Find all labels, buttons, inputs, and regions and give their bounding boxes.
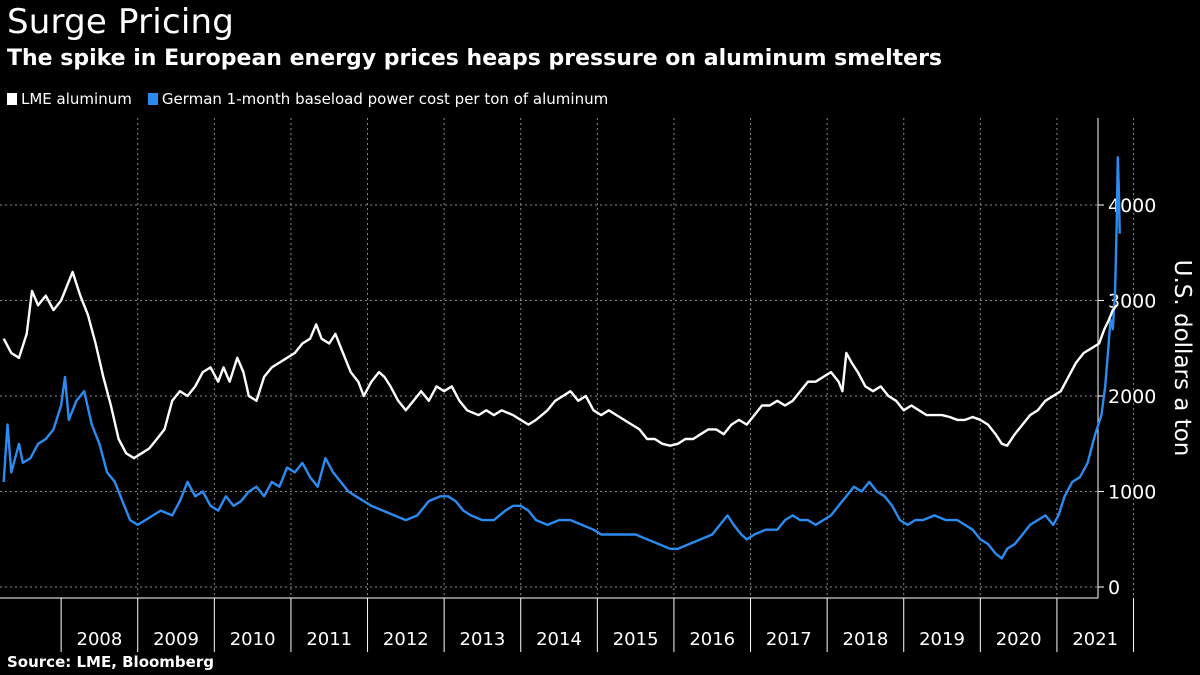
x-tick-label: 2009 (153, 629, 199, 650)
y-tick-label: 4000 (1108, 195, 1156, 217)
y-tick-label: 2000 (1108, 386, 1156, 408)
legend-item-power: German 1-month baseload power cost per t… (147, 90, 609, 108)
chart-legend: LME aluminum German 1-month baseload pow… (7, 90, 608, 108)
y-tick-label: 3000 (1108, 291, 1156, 313)
x-tick-label: 2018 (843, 629, 889, 650)
legend-item-aluminum: LME aluminum (7, 90, 132, 108)
legend-swatch-power (147, 93, 158, 105)
x-tick-label: 2011 (306, 629, 352, 650)
x-tick-label: 2015 (613, 629, 659, 650)
x-tick-label: 2008 (77, 629, 123, 650)
x-tick-label: 2019 (919, 629, 965, 650)
chart-title: Surge Pricing (7, 2, 235, 42)
legend-swatch-aluminum (7, 93, 17, 105)
y-tick-label: 0 (1108, 577, 1120, 599)
x-tick-label: 2017 (766, 629, 812, 650)
x-tick-label: 2010 (230, 629, 276, 650)
x-tick-label: 2020 (996, 629, 1042, 650)
x-tick-label: 2016 (689, 629, 735, 650)
series-line-power (2, 156, 1121, 560)
y-axis-title: U.S. dollars a ton (1169, 260, 1195, 457)
series-line-aluminum (2, 270, 1118, 460)
legend-label-aluminum: LME aluminum (21, 90, 132, 108)
legend-label-power: German 1-month baseload power cost per t… (161, 90, 609, 108)
x-tick-label: 2014 (536, 629, 582, 650)
y-tick-label: 1000 (1108, 482, 1156, 504)
x-tick-label: 2021 (1072, 629, 1118, 650)
chart-source: Source: LME, Bloomberg (7, 653, 214, 671)
x-tick-label: 2013 (460, 629, 506, 650)
x-tick-label: 2012 (383, 629, 429, 650)
chart-subtitle: The spike in European energy prices heap… (7, 46, 943, 71)
